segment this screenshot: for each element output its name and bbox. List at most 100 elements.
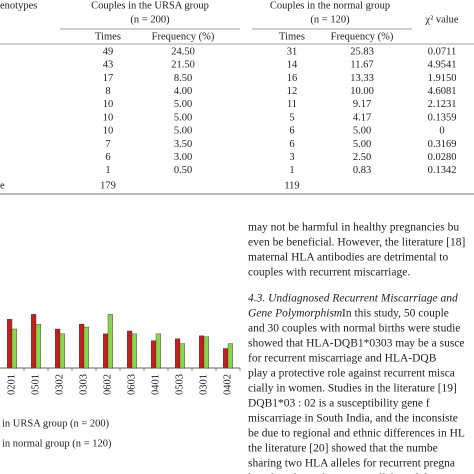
table-cell: 10 xyxy=(103,99,114,110)
table-cell: 4.00 xyxy=(174,86,192,97)
section-heading: 4.3. Undiagnosed Recurrent Miscarriage a… xyxy=(248,293,458,305)
body-line: even be beneficial. However, the literat… xyxy=(248,237,465,249)
group-title: Couples in the normal group xyxy=(270,0,390,11)
body-line: In this study, 50 couple xyxy=(342,308,449,320)
table-cell: 7 xyxy=(105,139,110,150)
table-cell: 25.83 xyxy=(350,46,374,57)
table-cell: 8.50 xyxy=(174,73,192,84)
x-tick-label: 0602 xyxy=(102,374,113,395)
body-line: and 30 couples with normal births were s… xyxy=(248,323,460,335)
column-header: Frequency (%) xyxy=(152,31,215,42)
table-cell: 5.00 xyxy=(174,112,192,123)
table-cell: 0.50 xyxy=(174,165,192,176)
x-tick-label: 0501 xyxy=(30,374,41,395)
x-tick-label: 0302 xyxy=(54,374,65,395)
table-cell: 13.33 xyxy=(350,73,374,84)
body-line: maternal HLA antibodies are detrimental … xyxy=(248,252,448,264)
table-cell: 9.17 xyxy=(353,99,371,110)
bar xyxy=(35,323,42,369)
x-tick-label: 0402 xyxy=(222,374,233,395)
table-cell: 4.6081 xyxy=(428,86,457,97)
table-cell: 43 xyxy=(103,60,114,71)
legend-label: in normal group (n = 120) xyxy=(2,438,112,449)
bar xyxy=(179,343,186,369)
table-cell: 49 xyxy=(103,46,114,57)
table-cell: 0.1342 xyxy=(428,165,457,176)
x-tick-label: 0303 xyxy=(78,374,89,395)
column-header: Times xyxy=(95,31,121,42)
body-line: DQB1*03 : 02 is a susceptibility gene f xyxy=(248,398,430,410)
table-cell: 0.0280 xyxy=(428,152,457,163)
table-cell: 119 xyxy=(284,180,299,191)
table-cell: 6 xyxy=(105,152,110,163)
table-cell: 0.1359 xyxy=(428,112,457,123)
bar xyxy=(155,333,162,369)
body-line: be due to regional and ethnic difference… xyxy=(248,428,465,440)
table-cell: 4.9541 xyxy=(428,60,457,71)
table-cell: 2.1231 xyxy=(428,99,457,110)
table-cell: 10 xyxy=(103,126,114,137)
body-line: sharing two HLA alleles for recurrent pr… xyxy=(248,458,455,470)
table-cell: 6 xyxy=(289,126,294,137)
table-cell: 10 xyxy=(103,112,114,123)
bar xyxy=(107,314,114,369)
group-n: (n = 120) xyxy=(310,14,350,25)
table-cell: 16 xyxy=(287,73,298,84)
table-cell: 11.67 xyxy=(350,60,373,71)
body-line: miscarriage in South India, and the inco… xyxy=(248,413,458,425)
table-cell: 17 xyxy=(103,73,114,84)
group-title: Couples in the URSA group xyxy=(91,0,209,11)
table-cell: 24.50 xyxy=(171,46,195,57)
total-label: e xyxy=(0,180,5,191)
table-cell: 1.9150 xyxy=(428,73,457,84)
table-cell: 1 xyxy=(105,165,110,176)
table-cell: 12 xyxy=(287,86,298,97)
bar xyxy=(102,333,109,369)
chi-header: χ² value xyxy=(424,14,459,25)
body-line: less than those sharing one allele and t… xyxy=(248,473,446,474)
stub-header: enotypes xyxy=(0,0,37,11)
table-cell: 31 xyxy=(287,46,298,57)
table-cell: 11 xyxy=(287,99,297,110)
x-tick-label: 0201 xyxy=(6,374,17,395)
table-cell: 3.00 xyxy=(174,152,192,163)
table-cell: 3.50 xyxy=(174,139,192,150)
body-line: may not be harmful in healthy pregnancie… xyxy=(248,222,459,234)
bar xyxy=(6,319,13,369)
bar xyxy=(131,333,138,369)
bar xyxy=(83,326,90,369)
group-n: (n = 200) xyxy=(130,14,170,25)
table-cell: 3 xyxy=(289,152,294,163)
x-tick-label: 0603 xyxy=(126,374,137,395)
table-cell: 0 xyxy=(439,126,444,137)
bar xyxy=(222,348,229,369)
table-cell: 0.83 xyxy=(353,165,371,176)
table-cell: 6 xyxy=(289,139,294,150)
table-cell: 5.00 xyxy=(353,139,371,150)
bar xyxy=(31,314,37,369)
legend-label: in URSA group (n = 200) xyxy=(2,418,110,429)
x-tick-label: 0401 xyxy=(150,374,161,395)
bar xyxy=(174,338,181,369)
table-cell: 10.00 xyxy=(350,86,374,97)
table-cell: 5.00 xyxy=(174,126,192,137)
bar xyxy=(150,340,157,369)
body-line: showed that HLA-DQB1*0303 may be a susce xyxy=(248,338,465,350)
body-line: the literature [20] showed that the numb… xyxy=(248,443,438,455)
section-heading: Gene Polymorphism. xyxy=(248,308,345,320)
body-line: cially in women. Studies in the literatu… xyxy=(248,383,457,395)
table-cell: 179 xyxy=(100,180,116,191)
bar xyxy=(126,330,133,369)
table-cell: 8 xyxy=(105,86,110,97)
bar xyxy=(78,323,85,369)
table-cell: 21.50 xyxy=(171,60,195,71)
x-tick-label: 0301 xyxy=(198,374,209,395)
table-cell: 5.00 xyxy=(353,126,371,137)
bar xyxy=(198,335,205,369)
body-line: play a protective role against recurrent… xyxy=(248,368,455,380)
table-cell: 5.00 xyxy=(174,99,192,110)
table-cell: 2.50 xyxy=(353,152,371,163)
column-header: Times xyxy=(279,31,305,42)
body-line: couples with recurrent miscarriage. xyxy=(248,267,410,279)
